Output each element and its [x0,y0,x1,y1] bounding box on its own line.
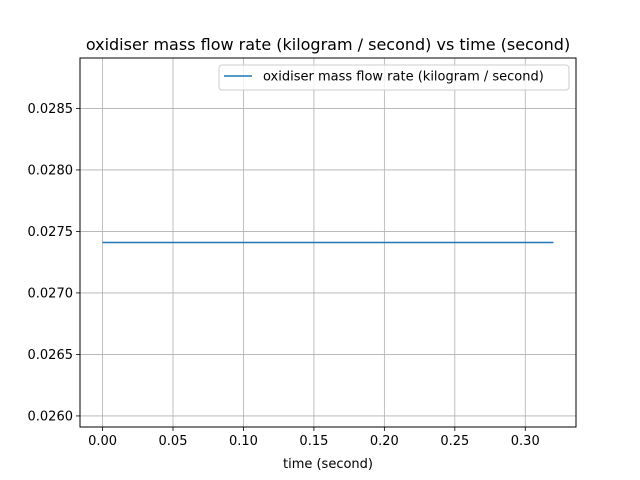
x-axis: 0.00 0.05 0.10 0.15 0.20 0.25 0.30 [88,427,540,449]
x-tick-label: 0.15 [299,434,328,449]
y-axis: 0.0260 0.0265 0.0270 0.0275 0.0280 0.0285 [28,102,80,424]
y-tick-label: 0.0275 [28,225,74,240]
legend: oxidiser mass flow rate (kilogram / seco… [218,64,570,91]
x-axis-label: time (second) [283,457,373,472]
y-tick-label: 0.0270 [28,286,74,301]
y-tick-label: 0.0265 [28,348,74,363]
x-tick-label: 0.20 [370,434,399,449]
legend-label: oxidiser mass flow rate (kilogram / seco… [263,70,544,85]
y-tick-label: 0.0260 [28,409,74,424]
x-tick-label: 0.30 [511,434,540,449]
x-tick-label: 0.10 [229,434,258,449]
x-tick-label: 0.25 [440,434,469,449]
plot-frame [79,57,577,428]
legend-box [218,64,570,91]
y-tick-label: 0.0280 [28,163,74,178]
chart-title: oxidiser mass flow rate (kilogram / seco… [86,35,570,54]
x-tick-label: 0.00 [88,434,117,449]
y-tick-label: 0.0285 [28,102,74,117]
x-tick-label: 0.05 [159,434,188,449]
